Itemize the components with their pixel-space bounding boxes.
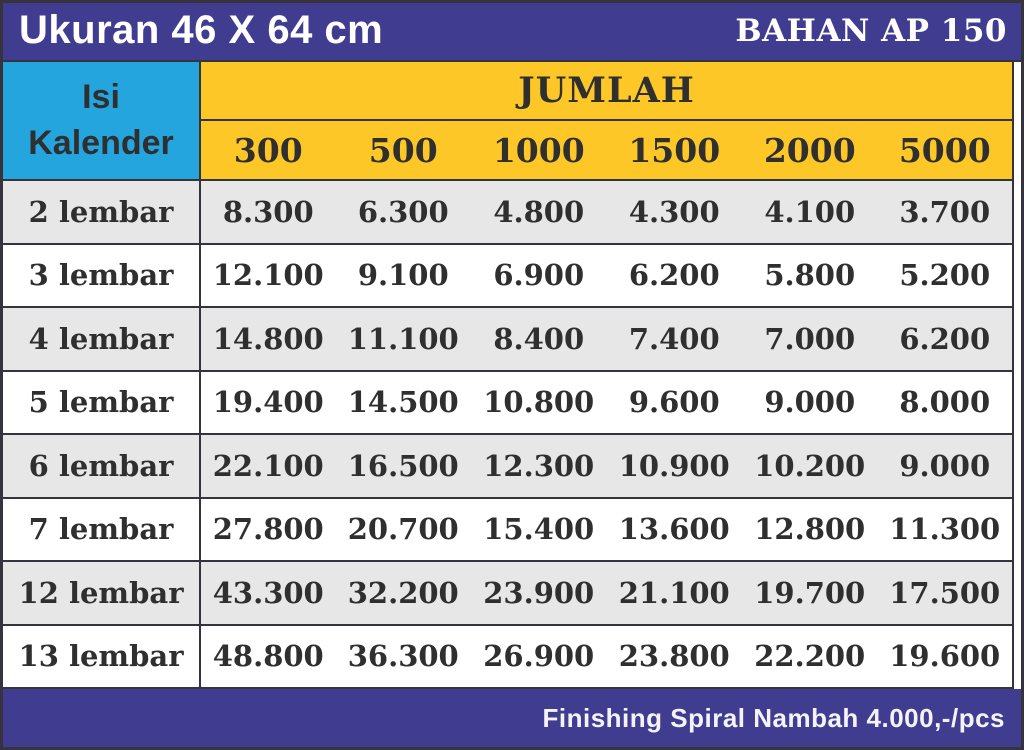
price-cell: 9.000 bbox=[877, 434, 1013, 499]
price-cell: 23.900 bbox=[471, 561, 607, 626]
price-cell: 36.300 bbox=[335, 624, 471, 689]
price-cell: 3.700 bbox=[877, 180, 1013, 245]
table-area: Isi Kalender JUMLAH 300 500 1000 1500 20… bbox=[3, 62, 1021, 689]
price-table: Isi Kalender JUMLAH 300 500 1000 1500 20… bbox=[3, 62, 1014, 689]
quantity-column-header: 1500 bbox=[606, 120, 742, 181]
quantity-group-header: JUMLAH bbox=[200, 62, 1013, 121]
quantity-column-header: 1000 bbox=[471, 120, 607, 181]
price-cell: 8.000 bbox=[877, 370, 1013, 435]
price-cell: 23.800 bbox=[606, 624, 742, 689]
price-cell: 16.500 bbox=[335, 434, 471, 499]
row-label: 12 lembar bbox=[3, 561, 201, 626]
price-cell: 6.200 bbox=[877, 307, 1013, 372]
table-row: 3 lembar 12.100 9.100 6.900 6.200 5.800 … bbox=[3, 243, 1013, 308]
table-row: 13 lembar 48.800 36.300 26.900 23.800 22… bbox=[3, 624, 1013, 689]
price-cell: 9.000 bbox=[742, 370, 878, 435]
price-cell: 10.800 bbox=[471, 370, 607, 435]
table-row: 2 lembar 8.300 6.300 4.800 4.300 4.100 3… bbox=[3, 180, 1013, 245]
price-cell: 22.100 bbox=[200, 434, 336, 499]
quantity-column-header: 5000 bbox=[877, 120, 1013, 181]
table-row: 4 lembar 14.800 11.100 8.400 7.400 7.000… bbox=[3, 307, 1013, 372]
price-cell: 32.200 bbox=[335, 561, 471, 626]
quantity-column-header: 2000 bbox=[742, 120, 878, 181]
price-cell: 19.700 bbox=[742, 561, 878, 626]
footer-bar: Finishing Spiral Nambah 4.000,-/pcs bbox=[3, 689, 1021, 747]
price-cell: 6.200 bbox=[606, 243, 742, 308]
finishing-note: Finishing Spiral Nambah 4.000,-/pcs bbox=[542, 702, 1005, 733]
price-cell: 19.600 bbox=[877, 624, 1013, 689]
price-cell: 6.300 bbox=[335, 180, 471, 245]
table-row: 7 lembar 27.800 20.700 15.400 13.600 12.… bbox=[3, 497, 1013, 562]
price-cell: 5.800 bbox=[742, 243, 878, 308]
row-label: 6 lembar bbox=[3, 434, 201, 499]
price-cell: 17.500 bbox=[877, 561, 1013, 626]
price-cell: 12.800 bbox=[742, 497, 878, 562]
price-cell: 11.300 bbox=[877, 497, 1013, 562]
price-cell: 20.700 bbox=[335, 497, 471, 562]
price-cell: 6.900 bbox=[471, 243, 607, 308]
table-row: 6 lembar 22.100 16.500 12.300 10.900 10.… bbox=[3, 434, 1013, 499]
row-header-isi-kalender: Isi Kalender bbox=[3, 62, 201, 181]
price-cell: 4.100 bbox=[742, 180, 878, 245]
price-cell: 19.400 bbox=[200, 370, 336, 435]
price-cell: 8.400 bbox=[471, 307, 607, 372]
price-cell: 13.600 bbox=[606, 497, 742, 562]
price-cell: 4.300 bbox=[606, 180, 742, 245]
row-header-line1: Isi bbox=[82, 77, 120, 116]
price-cell: 48.800 bbox=[200, 624, 336, 689]
price-cell: 7.400 bbox=[606, 307, 742, 372]
table-header-row-group: Isi Kalender JUMLAH bbox=[3, 62, 1013, 181]
price-cell: 4.800 bbox=[471, 180, 607, 245]
row-label: 13 lembar bbox=[3, 624, 201, 689]
price-cell: 7.000 bbox=[742, 307, 878, 372]
row-label: 2 lembar bbox=[3, 180, 201, 245]
price-cell: 9.600 bbox=[606, 370, 742, 435]
material-label: BAHAN AP 150 bbox=[735, 13, 1007, 49]
price-cell: 11.100 bbox=[335, 307, 471, 372]
price-cell: 15.400 bbox=[471, 497, 607, 562]
row-label: 3 lembar bbox=[3, 243, 201, 308]
price-cell: 5.200 bbox=[877, 243, 1013, 308]
quantity-column-header: 500 bbox=[335, 120, 471, 181]
row-label: 7 lembar bbox=[3, 497, 201, 562]
row-label: 5 lembar bbox=[3, 370, 201, 435]
row-header-line2: Kalender bbox=[28, 123, 174, 162]
price-cell: 8.300 bbox=[200, 180, 336, 245]
price-cell: 43.300 bbox=[200, 561, 336, 626]
price-cell: 22.200 bbox=[742, 624, 878, 689]
price-cell: 10.200 bbox=[742, 434, 878, 499]
price-cell: 14.500 bbox=[335, 370, 471, 435]
price-cell: 21.100 bbox=[606, 561, 742, 626]
price-cell: 26.900 bbox=[471, 624, 607, 689]
price-cell: 9.100 bbox=[335, 243, 471, 308]
price-cell: 27.800 bbox=[200, 497, 336, 562]
quantity-header-row: 300 500 1000 1500 2000 5000 bbox=[3, 120, 1013, 181]
price-cell: 10.900 bbox=[606, 434, 742, 499]
quantity-column-header: 300 bbox=[200, 120, 336, 181]
price-cell: 14.800 bbox=[200, 307, 336, 372]
header-bar: Ukuran 46 X 64 cm BAHAN AP 150 bbox=[3, 3, 1021, 62]
table-row: 5 lembar 19.400 14.500 10.800 9.600 9.00… bbox=[3, 370, 1013, 435]
price-cell: 12.100 bbox=[200, 243, 336, 308]
price-cell: 12.300 bbox=[471, 434, 607, 499]
table-row: 12 lembar 43.300 32.200 23.900 21.100 19… bbox=[3, 561, 1013, 626]
size-title: Ukuran 46 X 64 cm bbox=[19, 7, 384, 52]
row-label: 4 lembar bbox=[3, 307, 201, 372]
